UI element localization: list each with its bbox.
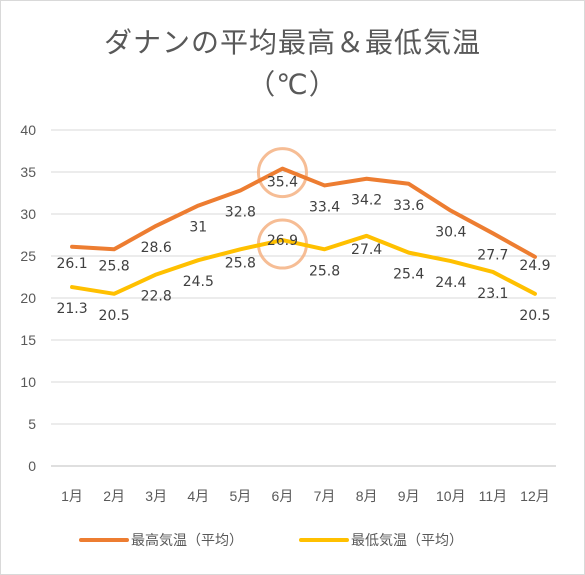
data-label: 23.1 <box>477 286 508 302</box>
data-label: 27.4 <box>351 242 382 258</box>
data-label: 30.4 <box>435 225 466 241</box>
data-label: 33.4 <box>309 199 340 215</box>
x-tick-label: 1月 <box>61 488 83 504</box>
chart-title: ダナンの平均最高＆最低気温 <box>103 26 481 59</box>
data-label: 27.7 <box>477 247 508 263</box>
y-tick-label: 35 <box>20 164 36 180</box>
data-label: 20.5 <box>519 308 550 324</box>
y-tick-label: 40 <box>20 122 36 138</box>
data-label: 20.5 <box>99 308 130 324</box>
data-label: 22.8 <box>141 288 172 304</box>
y-tick-label: 30 <box>20 206 36 222</box>
data-label: 31 <box>189 220 207 236</box>
data-label: 26.9 <box>267 233 298 249</box>
x-tick-label: 3月 <box>145 488 167 504</box>
series-line-min <box>70 233 537 296</box>
highlight-circle <box>256 147 308 199</box>
legend-label: 最高気温（平均） <box>131 532 243 549</box>
x-tick-label: 10月 <box>436 488 466 504</box>
data-label: 24.9 <box>519 258 550 274</box>
data-label: 25.8 <box>309 263 340 279</box>
data-label: 24.4 <box>435 275 466 291</box>
x-tick-label: 4月 <box>187 488 209 504</box>
y-tick-label: 20 <box>20 290 36 306</box>
data-label: 32.8 <box>225 204 256 220</box>
data-label: 25.8 <box>99 258 130 274</box>
data-label: 34.2 <box>351 193 382 209</box>
x-tick-label: 2月 <box>103 488 125 504</box>
y-tick-label: 0 <box>28 458 36 474</box>
data-label: 25.4 <box>393 267 424 283</box>
chart-subtitle: （℃） <box>247 68 338 101</box>
x-tick-label: 6月 <box>272 488 294 504</box>
y-tick-label: 15 <box>20 332 36 348</box>
x-tick-label: 8月 <box>356 488 378 504</box>
x-tick-label: 12月 <box>520 488 550 504</box>
data-label: 21.3 <box>56 301 87 317</box>
data-label: 28.6 <box>141 240 172 256</box>
x-tick-label: 9月 <box>398 488 420 504</box>
data-label: 33.6 <box>393 198 424 214</box>
x-tick-label: 7月 <box>314 488 336 504</box>
data-label: 25.8 <box>225 255 256 271</box>
data-label: 26.1 <box>56 256 87 272</box>
y-tick-label: 25 <box>20 248 36 264</box>
x-tick-label: 11月 <box>479 488 508 504</box>
series-line-max <box>70 166 537 259</box>
legend-label: 最低気温（平均） <box>351 533 463 549</box>
data-label: 24.5 <box>183 274 214 290</box>
y-tick-label: 10 <box>20 374 36 390</box>
y-tick-label: 5 <box>28 416 36 432</box>
x-tick-label: 5月 <box>229 488 251 504</box>
data-label: 35.4 <box>267 175 298 191</box>
